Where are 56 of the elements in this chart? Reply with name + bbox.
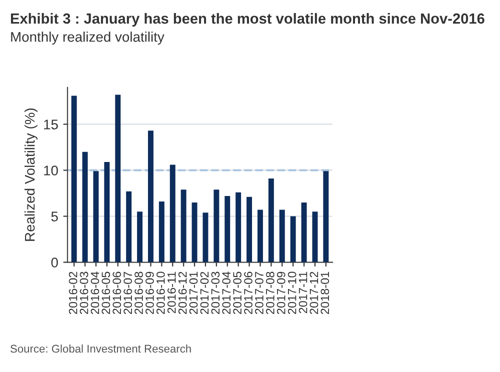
bar xyxy=(170,164,176,262)
bar xyxy=(224,196,230,262)
bar xyxy=(268,178,274,262)
x-tick-label: 2016-12 xyxy=(178,272,187,314)
bar xyxy=(202,212,208,262)
bar xyxy=(257,210,263,262)
x-tick-label: 2017-12 xyxy=(310,272,318,314)
bar xyxy=(312,212,318,262)
x-tick-label: 2016-06 xyxy=(112,272,122,314)
chart-title: Exhibit 3 : January has been the most volatile month since Nov-2016 xyxy=(10,13,484,27)
x-tick-label: 2017-03 xyxy=(211,272,220,314)
y-tick-label: 5 xyxy=(51,212,58,222)
y-tick-label: 10 xyxy=(44,166,58,176)
x-tick-label: 2016-09 xyxy=(146,272,154,314)
x-tick-label: 2016-07 xyxy=(124,272,132,314)
bar xyxy=(214,190,220,262)
bar xyxy=(137,212,143,262)
bar xyxy=(115,94,121,262)
bar xyxy=(180,190,186,262)
x-tick-label: 2016-02 xyxy=(68,272,78,314)
x-tick-label: 2017-10 xyxy=(288,272,296,314)
source-note: Source: Global Investment Research xyxy=(10,344,191,353)
bar xyxy=(148,130,154,262)
x-tick-label: 2017-01 xyxy=(189,272,198,314)
bar xyxy=(71,96,77,262)
x-tick-label: 2017-08 xyxy=(266,272,274,314)
bar xyxy=(93,171,99,262)
bar xyxy=(104,162,110,262)
x-tick-label: 2017-06 xyxy=(244,272,252,314)
x-tick-label: 2016-11 xyxy=(167,272,176,314)
x-tick-label: 2017-05 xyxy=(233,272,242,314)
bar xyxy=(246,196,252,262)
x-tick-label: 2017-02 xyxy=(200,272,209,314)
chart-subtitle: Monthly realized volatility xyxy=(11,32,164,45)
x-tick-label: 2016-04 xyxy=(90,272,100,314)
x-tick-label: 2016-05 xyxy=(102,272,110,314)
bar xyxy=(158,202,164,262)
y-axis-title: Realized Volatility (%) xyxy=(24,108,38,241)
bar xyxy=(82,152,88,262)
x-tick-label: 2018-01 xyxy=(320,272,330,314)
bar xyxy=(290,216,296,262)
bar xyxy=(236,192,242,262)
x-tick-label: 2017-04 xyxy=(222,272,231,314)
x-tick-label: 2017-09 xyxy=(276,272,286,314)
x-tick-label: 2016-03 xyxy=(80,272,88,314)
x-tick-label: 2017-11 xyxy=(298,272,308,314)
y-tick-label: 0 xyxy=(51,258,58,268)
bar xyxy=(301,202,307,262)
bar xyxy=(192,202,198,262)
bar xyxy=(323,171,329,262)
bar xyxy=(126,191,132,262)
x-tick-label: 2017-07 xyxy=(255,272,264,314)
y-tick-label: 15 xyxy=(44,120,58,130)
bar xyxy=(279,210,285,262)
x-tick-label: 2016-10 xyxy=(156,272,165,314)
x-tick-label: 2016-08 xyxy=(134,272,143,314)
